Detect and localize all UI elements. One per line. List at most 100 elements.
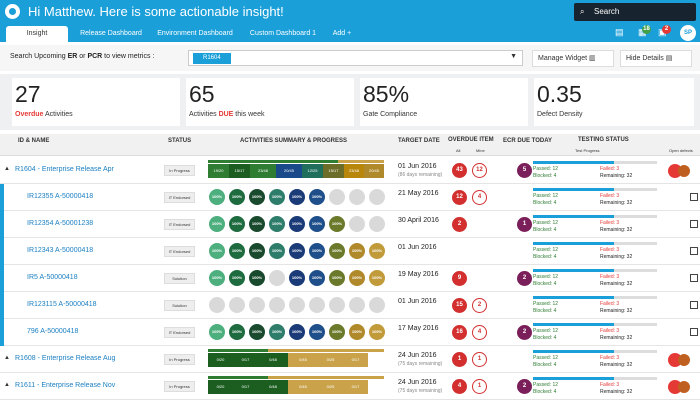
kpi-gate[interactable]: 85% Gate Compliance (360, 78, 528, 126)
row-id-link[interactable]: R1608 - Enterprise Release Aug (15, 355, 116, 362)
activity-progress-circle[interactable] (369, 297, 385, 313)
activity-progress-circle[interactable]: 100% (209, 243, 225, 259)
col-overdue[interactable]: OVERDUE ITEM (448, 137, 494, 143)
overdue-all-badge[interactable]: 2 (452, 217, 467, 232)
activity-progress-circle[interactable]: 100% (349, 270, 365, 286)
row-id-link[interactable]: IR5 A-50000418 (27, 274, 78, 281)
activity-progress-circle[interactable] (369, 216, 385, 232)
tab-insight[interactable]: Insight (6, 26, 68, 42)
col-status[interactable]: STATUS (168, 138, 192, 144)
activity-progress-circle[interactable] (309, 297, 325, 313)
overdue-all-badge[interactable]: 12 (452, 190, 467, 205)
activity-progress-circle[interactable] (209, 297, 225, 313)
col-activities[interactable]: ACTIVITIES SUMMARY & PROGRESS (240, 138, 348, 144)
activity-progress-circle[interactable]: 100% (249, 216, 265, 232)
col-id[interactable]: ID & NAME (18, 138, 50, 144)
activity-progress-circle[interactable]: 100% (229, 324, 245, 340)
overdue-mine-badge[interactable]: 1 (472, 379, 487, 394)
ecr-due-badge[interactable]: 2 (517, 379, 532, 394)
tab-add[interactable]: Add + (326, 26, 358, 42)
activity-progress-circle[interactable]: 100% (289, 270, 305, 286)
activity-progress-circle[interactable] (269, 297, 285, 313)
activity-progress-circle[interactable]: 100% (269, 324, 285, 340)
app-logo-icon[interactable] (5, 4, 20, 19)
document-icon[interactable]: ▤ (615, 27, 624, 37)
table-row[interactable]: IR123115 A-50000418 Solution 01 Jun 2016 15… (0, 292, 700, 319)
activity-progress-circle[interactable]: 100% (269, 189, 285, 205)
activity-progress-circle[interactable] (349, 216, 365, 232)
table-row[interactable]: 796 A-50000418 IT Endorsed 100% 100% 100% 100… (0, 319, 700, 346)
kpi-due[interactable]: 65 Activities DUE this week (186, 78, 354, 126)
activity-progress-circle[interactable]: 100% (349, 243, 365, 259)
activity-progress-circle[interactable]: 100% (209, 189, 225, 205)
table-row[interactable]: IR12355 A-50000418 IT Endorsed 100% 100% 100… (0, 184, 700, 211)
table-row[interactable]: IR12354 A-50001238 IT Endorsed 100% 100% 100… (0, 211, 700, 238)
defect-box-icon[interactable] (690, 328, 698, 336)
overdue-all-badge[interactable]: 9 (452, 271, 467, 286)
row-id-link[interactable]: IR123115 A-50000418 (27, 301, 97, 308)
activity-progress-circle[interactable]: 100% (229, 216, 245, 232)
activity-progress-circle[interactable]: 100% (229, 270, 245, 286)
tab-custom-dashboard-1[interactable]: Custom Dashboard 1 (249, 30, 317, 37)
activity-progress-circle[interactable]: 100% (269, 216, 285, 232)
expand-caret-icon[interactable]: ▲ (4, 382, 10, 388)
overdue-all-badge[interactable]: 16 (452, 325, 467, 340)
activity-progress-circle[interactable]: 100% (289, 324, 305, 340)
activity-progress-circle[interactable]: 100% (309, 189, 325, 205)
activity-progress-circle[interactable] (349, 189, 365, 205)
hide-details-button[interactable]: Hide Details ▤ (620, 50, 692, 67)
activity-progress-circle[interactable]: 100% (209, 216, 225, 232)
row-id-link[interactable]: R1604 - Enterprise Release Apr (15, 166, 114, 173)
table-row[interactable]: ▲ R1611 - Enterprise Release Nov In Progre… (0, 373, 700, 400)
expand-caret-icon[interactable]: ▲ (4, 355, 10, 361)
activity-progress-bar[interactable]: 0/20 0/17 0/48 0/45 0/25 0/17 (208, 353, 368, 367)
search-input[interactable]: ⌕ Search (574, 3, 696, 21)
activity-progress-circle[interactable] (329, 189, 345, 205)
overdue-all-badge[interactable]: 15 (452, 298, 467, 313)
activity-progress-bar[interactable]: 19/20 15/17 23/48 20/45 12/25 15/17 23/48 20/45 (208, 164, 384, 178)
activity-progress-circle[interactable] (249, 297, 265, 313)
activity-progress-circle[interactable]: 100% (309, 216, 325, 232)
defect-box-icon[interactable] (690, 301, 698, 309)
table-row[interactable]: IR12343 A-50000418 IT Endorsed 100% 100% 100… (0, 238, 700, 265)
activity-progress-circle[interactable] (369, 189, 385, 205)
activity-progress-circle[interactable]: 100% (289, 189, 305, 205)
expand-caret-icon[interactable]: ▲ (4, 166, 10, 172)
kpi-overdue[interactable]: 27 Overdue Activities (12, 78, 180, 126)
overdue-mine-badge[interactable]: 2 (472, 298, 487, 313)
activity-progress-circle[interactable] (269, 270, 285, 286)
activity-progress-circle[interactable]: 100% (329, 270, 345, 286)
ecr-due-badge[interactable]: 2 (517, 325, 532, 340)
activity-progress-circle[interactable] (329, 297, 345, 313)
col-testing[interactable]: TESTING STATUS (578, 137, 629, 143)
row-id-link[interactable]: R1611 - Enterprise Release Nov (15, 382, 116, 389)
activity-progress-circle[interactable]: 100% (229, 189, 245, 205)
selected-release-tag[interactable]: R1604 (193, 53, 231, 64)
col-ecr[interactable]: ECR DUE TODAY (503, 138, 553, 144)
activity-progress-circle[interactable]: 100% (369, 324, 385, 340)
col-target[interactable]: TARGET DATE (398, 138, 440, 144)
row-id-link[interactable]: IR12354 A-50001238 (27, 220, 94, 227)
activity-progress-circle[interactable]: 100% (229, 243, 245, 259)
row-id-link[interactable]: 796 A-50000418 (27, 328, 79, 335)
activity-progress-circle[interactable]: 100% (309, 243, 325, 259)
overdue-all-badge[interactable]: 4 (452, 379, 467, 394)
row-id-link[interactable]: IR12343 A-50000418 (27, 247, 94, 254)
activity-progress-circle[interactable]: 100% (369, 270, 385, 286)
overdue-all-badge[interactable]: 1 (452, 352, 467, 367)
activity-progress-circle[interactable]: 100% (249, 270, 265, 286)
overdue-all-badge[interactable]: 43 (452, 163, 467, 178)
activity-progress-circle[interactable] (289, 297, 305, 313)
activity-progress-circle[interactable]: 100% (209, 270, 225, 286)
overdue-mine-badge[interactable]: 4 (472, 190, 487, 205)
activity-progress-circle[interactable]: 100% (209, 324, 225, 340)
tab-environment-dashboard[interactable]: Environment Dashboard (157, 30, 233, 37)
activity-progress-circle[interactable]: 100% (289, 216, 305, 232)
tab-release-dashboard[interactable]: Release Dashboard (80, 30, 142, 37)
activity-progress-circle[interactable]: 100% (249, 324, 265, 340)
activity-progress-circle[interactable]: 100% (329, 216, 345, 232)
defect-box-icon[interactable] (690, 247, 698, 255)
row-id-link[interactable]: IR12355 A-50000418 (27, 193, 94, 200)
activity-progress-circle[interactable]: 100% (289, 243, 305, 259)
ecr-due-badge[interactable]: 5 (517, 163, 532, 178)
